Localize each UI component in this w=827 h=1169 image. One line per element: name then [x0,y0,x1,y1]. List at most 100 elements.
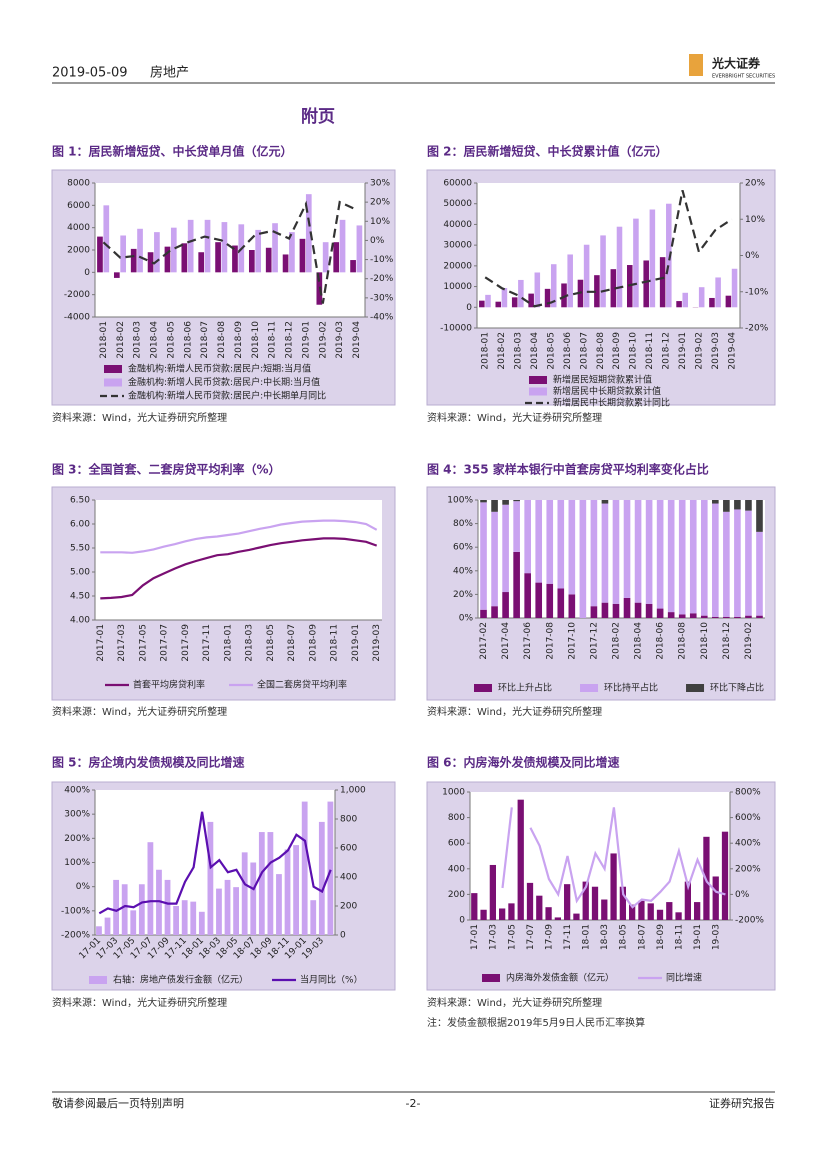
y-tick-label: 0% [459,614,474,624]
legend-label: 内房海外发债金额（亿元） [506,972,614,984]
bar-segment [756,500,763,532]
bar [712,876,719,920]
bar [103,205,110,273]
y2-tick-label: -30% [370,293,394,303]
x-tick-label: 2019-01 [678,332,688,370]
x-tick-label: 17-07 [526,924,536,950]
logo-mark [689,54,703,76]
bar-segment [734,509,741,617]
legend-label: 全国二套房贷平均利率 [257,679,347,691]
bar-segment [612,500,620,604]
bar [731,268,738,308]
x-tick-label: 2018-09 [612,332,622,370]
bar [310,900,317,935]
x-tick-label: 2018-08 [596,332,606,370]
bar [709,297,715,308]
bar-segment [535,500,543,583]
x-tick-label: 2017-08 [545,622,555,660]
bar [536,895,543,920]
bar [659,257,666,308]
bar-segment [734,500,741,510]
bar [299,238,306,273]
x-tick-label: 2018-02 [116,321,126,359]
x-tick-label: 2018-12 [722,622,732,660]
x-tick-label: 18-11 [674,924,684,950]
bar-segment [513,501,520,552]
report-sector: 房地产 [150,65,189,81]
bar [554,917,561,920]
x-tick-label: 2018-07 [579,332,589,370]
bar [137,228,143,273]
bar [301,801,308,935]
x-tick-label: 2018-05 [266,624,276,662]
bar-segment [756,531,763,616]
legend-swatch [104,378,122,387]
x-tick-label: 2017-03 [117,624,127,662]
bar-segment [623,500,631,598]
y2-tick-label: 0% [745,251,760,261]
bar [499,908,506,920]
bar-segment [524,573,531,618]
y2-tick-label: -20% [370,274,394,284]
bar [120,235,127,273]
bar-segment [502,500,509,505]
series-line [102,200,358,304]
bar [638,900,645,920]
x-tick-label: 2017-12 [589,622,599,660]
x-tick-label: 2018-11 [645,332,655,370]
y2-tick-label: -10% [745,287,769,297]
bar [666,203,672,308]
bar [204,219,211,273]
y-tick-label: 400% [64,786,90,796]
y2-tick-label: 800 [340,815,357,825]
source: 资料来源：Wind，光大证券研究所整理 [427,411,602,424]
bar [289,232,295,273]
brand: 光大证券 [711,56,761,71]
y-tick-label: 200 [448,890,465,900]
bar [725,295,732,308]
y2-tick-label: 400% [735,839,761,849]
figure-title: 图 6：内房海外发债规模及同比增速 [427,755,620,770]
y2-tick-label: 10% [745,215,765,225]
x-tick-label: 2017-01 [96,624,106,662]
bar [601,899,608,920]
x-tick-label: 2018-10 [251,321,261,359]
bar [526,882,534,920]
x-tick-label: 2019-01 [301,321,311,359]
x-tick-label: 2017-07 [160,624,170,662]
bar [633,218,639,308]
bar-segment [568,594,576,618]
bar-segment [513,551,520,618]
x-tick-label: 17-01 [470,924,480,950]
bar [495,301,502,308]
report-date: 2019-05-09 [52,66,128,81]
bar [511,297,518,308]
bar [258,832,265,935]
x-tick-label: 2017-09 [181,624,191,662]
page-title: 附页 [301,106,335,127]
bar [190,901,197,935]
y2-tick-label: 30% [370,179,390,189]
x-tick-label: 18-01 [582,924,592,950]
legend-label: 环比下降占比 [710,682,764,694]
y-tick-label: -2000 [64,290,90,300]
bar [322,242,329,273]
bar [594,275,600,308]
y-tick-label: -4000 [64,313,90,323]
bar [534,272,541,308]
y2-tick-label: 600 [340,844,357,854]
bar [501,288,508,308]
bar [221,222,228,273]
bar [318,821,325,935]
bar [698,287,705,308]
legend-label: 新增居民中长期贷款累计同比 [553,397,670,409]
x-tick-label: 2019-01 [351,624,361,662]
bar [567,254,573,308]
bar-segment [590,606,598,618]
bar [96,926,102,935]
x-tick-label: 2018-10 [700,622,710,660]
bar [224,879,231,935]
bar [682,292,689,308]
bar [276,874,282,935]
bar [164,879,171,935]
